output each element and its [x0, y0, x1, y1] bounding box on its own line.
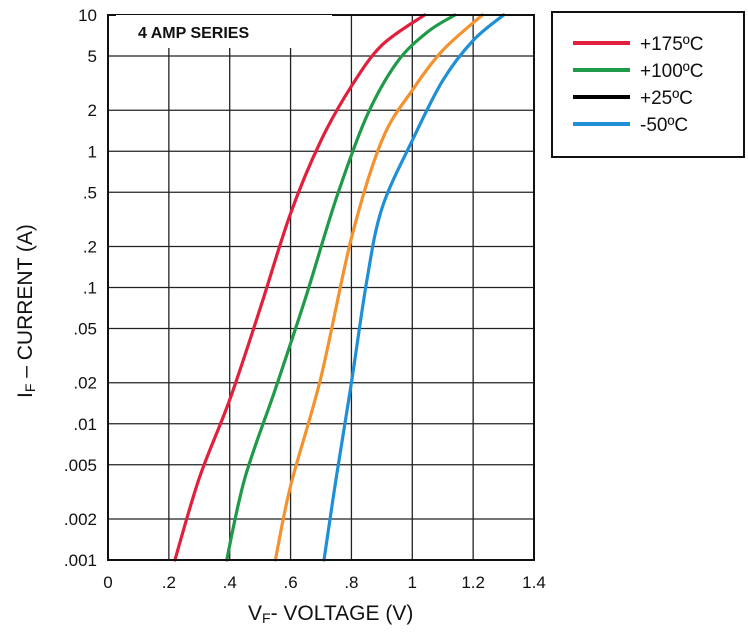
y-tick-label: 2	[88, 101, 97, 120]
y-axis-title-rest: – CURRENT (A)	[14, 224, 37, 383]
y-tick-label: .001	[64, 551, 97, 570]
series-line-3	[322, 13, 506, 562]
series-line-0	[173, 13, 427, 562]
x-axis-title: VF- VOLTAGE (V)	[248, 602, 413, 626]
y-tick-label: .002	[64, 510, 97, 529]
x-tick-label: .4	[223, 573, 237, 592]
legend-label: +100ºC	[640, 61, 703, 82]
y-tick-label: 1	[88, 142, 97, 161]
x-tick-labels: 0 .2 .4 .6 .8 1 1.2 1.4	[103, 573, 546, 592]
y-tick-label: 10	[78, 6, 97, 25]
x-tick-label: 0	[103, 573, 112, 592]
inset-label-background	[116, 15, 332, 48]
y-tick-label: .2	[83, 237, 97, 256]
legend-label: +175ºC	[640, 34, 703, 55]
series-line-1	[225, 13, 457, 562]
y-tick-label: .005	[64, 456, 97, 475]
y-tick-labels: .001 .002 .005 .01 .02 .05 .1 .2 .5 1 2 5 10	[64, 6, 97, 570]
legend-label: -50ºC	[640, 115, 688, 136]
y-tick-label: .05	[73, 320, 97, 339]
grid-lines	[108, 15, 534, 560]
x-tick-label: 1.4	[522, 573, 546, 592]
x-tick-label: 1.2	[461, 573, 485, 592]
y-axis-title: IF – CURRENT (A)	[14, 224, 38, 398]
series-line-2	[273, 13, 484, 562]
y-tick-label: .5	[83, 183, 97, 202]
x-axis-title-subscript: F	[262, 610, 271, 626]
legend-label: +25ºC	[640, 88, 693, 109]
y-tick-label: .1	[83, 279, 97, 298]
inset-label: 4 AMP SERIES	[138, 25, 249, 42]
x-tick-label: .2	[162, 573, 176, 592]
series-curves	[173, 13, 506, 562]
y-tick-label: .01	[73, 415, 97, 434]
y-tick-label: 5	[88, 47, 97, 66]
y-axis-title-subscript: F	[22, 384, 38, 393]
x-tick-label: .6	[283, 573, 297, 592]
x-axis-title-main: V	[248, 602, 262, 625]
x-tick-label: .8	[344, 573, 358, 592]
x-tick-label: 1	[408, 573, 417, 592]
y-axis-title-main: I	[14, 392, 37, 398]
legend-box	[551, 11, 745, 158]
y-tick-label: .02	[73, 374, 97, 393]
x-axis-title-rest: - VOLTAGE (V)	[271, 602, 414, 625]
legend: +175ºC +100ºC +25ºC -50ºC	[551, 11, 745, 158]
